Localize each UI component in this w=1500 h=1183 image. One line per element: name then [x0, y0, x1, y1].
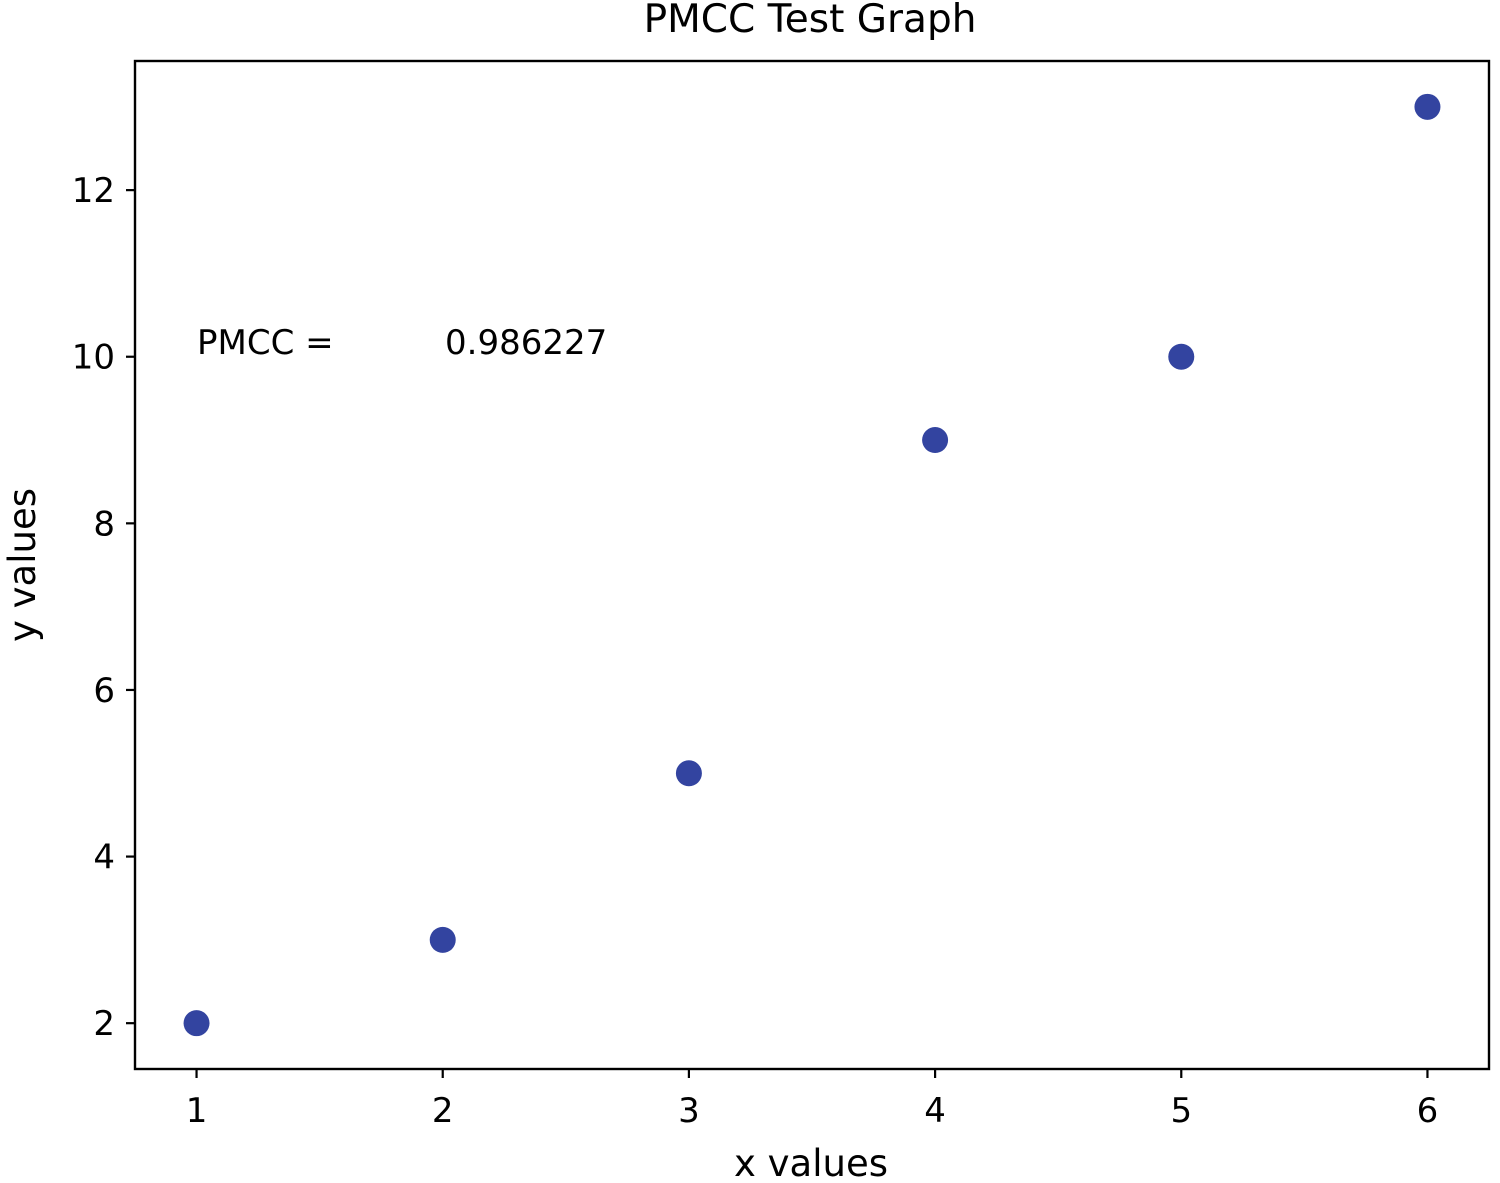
y-axis-label: y values: [1, 488, 44, 642]
y-tick-label: 8: [93, 504, 115, 544]
y-tick-label: 6: [93, 671, 115, 711]
data-point: [675, 760, 702, 787]
x-tick-label: 4: [924, 1091, 946, 1131]
y-tick-label: 4: [93, 838, 115, 878]
chart-title: PMCC Test Graph: [644, 0, 977, 42]
plot-area-frame: [133, 59, 1491, 1071]
pmcc-annotation: PMCC = 0.986227: [197, 323, 607, 363]
x-tick-label: 3: [678, 1091, 700, 1131]
y-tick-label: 10: [72, 338, 115, 378]
pmcc-value: 0.986227: [445, 323, 607, 363]
data-point: [1414, 93, 1441, 120]
x-tick-label: 2: [432, 1091, 454, 1131]
data-points: [183, 93, 1441, 1037]
x-tick-label: 5: [1170, 1091, 1192, 1131]
y-axis-ticks: 2 4 6 8 10 12: [72, 171, 135, 1044]
x-axis-ticks: 1 2 3 4 5 6: [186, 1069, 1439, 1131]
data-point: [922, 427, 949, 454]
pmcc-label: PMCC =: [197, 323, 334, 363]
x-tick-label: 6: [1417, 1091, 1439, 1131]
data-point: [1168, 343, 1195, 370]
y-tick-label: 12: [72, 171, 115, 211]
y-tick-label: 2: [93, 1004, 115, 1044]
data-point: [183, 1010, 210, 1037]
x-tick-label: 1: [186, 1091, 208, 1131]
data-point: [429, 926, 456, 953]
x-axis-label: x values: [734, 1142, 888, 1183]
